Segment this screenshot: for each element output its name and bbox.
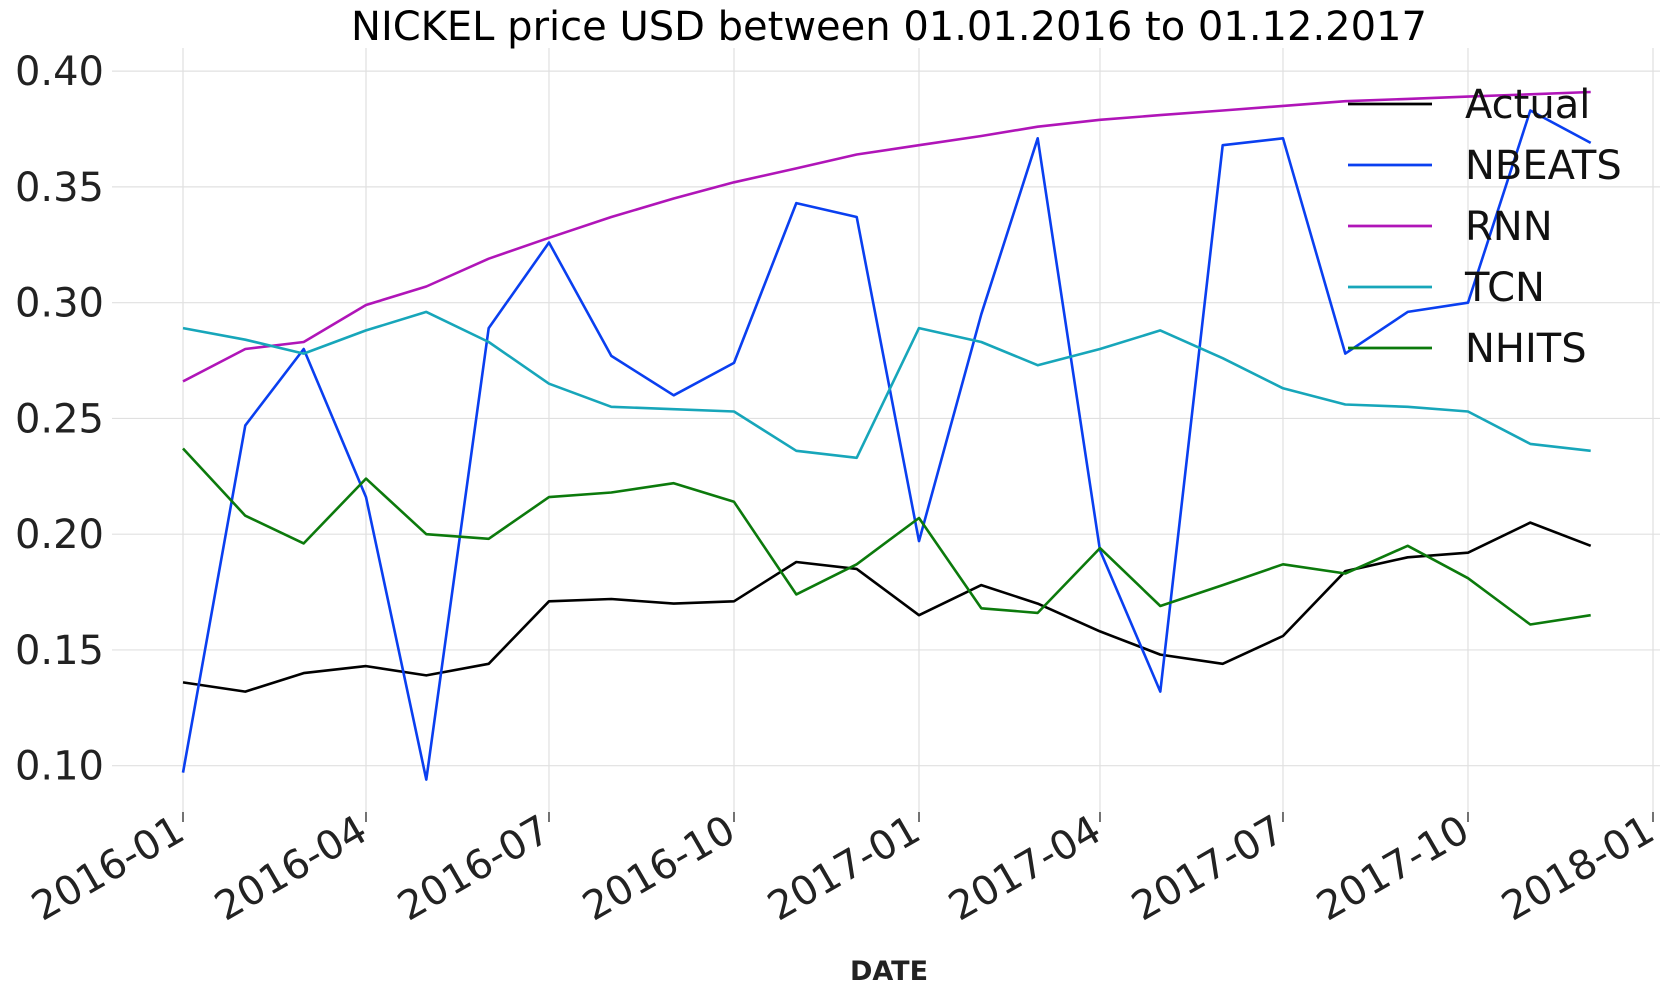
x-tick-label: 2017-10: [1309, 807, 1477, 930]
legend-label-actual: Actual: [1465, 82, 1590, 128]
y-tick-label: 0.25: [15, 396, 104, 442]
y-tick-label: 0.15: [15, 628, 104, 674]
y-tick-label: 0.20: [15, 512, 104, 558]
legend: Actual NBEATS RNN TCN NHITS: [1348, 82, 1622, 372]
series-line-actual: [182, 521, 1592, 693]
series-line-nbeats: [181, 109, 1592, 781]
chart-title: NICKEL price USD between 01.01.2016 to 0…: [351, 4, 1427, 50]
legend-label-nhits: NHITS: [1465, 326, 1587, 372]
x-tick-label: 2018-01: [1494, 807, 1662, 930]
legend-label-rnn: RNN: [1465, 204, 1553, 250]
x-tick-label: 2016-01: [24, 807, 192, 930]
series-line-rnn: [182, 90, 1591, 383]
x-axis-label: DATE: [850, 956, 928, 987]
series-line-nhits: [182, 447, 1591, 626]
y-axis-ticks: 0.10 0.15 0.20 0.25 0.30 0.35 0.40: [15, 49, 104, 790]
x-tick-label: 2017-01: [760, 807, 928, 930]
x-tick-label: 2017-07: [1124, 807, 1292, 930]
series-layer: [181, 90, 1592, 781]
y-tick-label: 0.10: [15, 744, 104, 790]
y-tick-label: 0.30: [15, 281, 104, 327]
x-axis-ticks: 2016-01 2016-04 2016-07 2016-10 2017-01 2017-…: [24, 807, 1662, 930]
legend-label-tcn: TCN: [1464, 265, 1545, 311]
series-line-tcn: [182, 310, 1591, 460]
x-tick-label: 2017-04: [941, 807, 1109, 930]
y-tick-label: 0.35: [15, 165, 104, 211]
grid-layer: [112, 48, 1660, 822]
legend-label-nbeats: NBEATS: [1465, 143, 1622, 189]
x-tick-label: 2016-10: [575, 807, 743, 930]
x-tick-label: 2016-07: [390, 807, 558, 930]
x-tick-label: 2016-04: [207, 807, 375, 930]
y-tick-label: 0.40: [15, 49, 104, 95]
